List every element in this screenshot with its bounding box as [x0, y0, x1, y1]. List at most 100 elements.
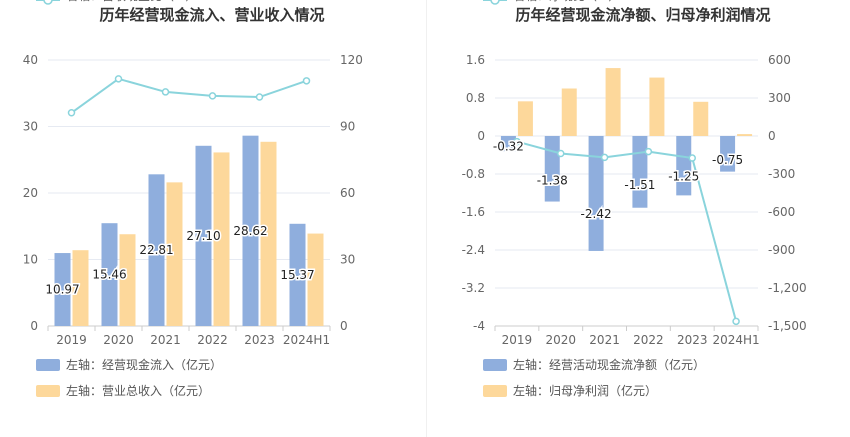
bar-secondary	[693, 101, 709, 136]
x-tick-label: 2024H1	[712, 333, 759, 347]
bar-data-label: -2.42	[581, 207, 612, 221]
legend-swatch-bar	[36, 385, 60, 397]
legend-label: 左轴：经营活动现金流净额（亿元）	[513, 357, 705, 372]
bar-data-label: 28.62	[233, 224, 267, 238]
y-right-tick-label: 60	[340, 186, 355, 200]
line-point	[114, 75, 123, 83]
bar-secondary	[517, 101, 533, 136]
bar-primary	[148, 174, 165, 326]
y-left-tick-label: 30	[23, 120, 38, 134]
bar-secondary	[213, 152, 230, 326]
chart-title: 历年经营现金流入、营业收入情况	[99, 6, 324, 24]
bar-data-label: 22.81	[139, 243, 173, 257]
bar-primary	[676, 136, 692, 196]
y-right-tick-label: 300	[768, 91, 791, 105]
legend-label: 右轴：营收现金比（%）	[66, 0, 197, 3]
y-right-tick-label: 120	[340, 53, 363, 67]
legend-swatch-bar	[483, 385, 507, 397]
line-point	[513, 137, 521, 146]
y-left-tick-label: -0.8	[462, 167, 485, 181]
line-series	[70, 77, 307, 114]
x-tick-label: 2024H1	[283, 333, 330, 347]
line-series	[516, 140, 738, 322]
y-right-tick-label: -1,500	[768, 319, 807, 333]
bar-data-label: -0.32	[493, 139, 524, 153]
x-tick-label: 2023	[677, 333, 708, 347]
bar-data-label: 27.10	[186, 229, 220, 243]
y-left-tick-label: -2.4	[462, 243, 485, 257]
bar-secondary	[119, 234, 136, 326]
y-right-tick-label: -900	[768, 243, 795, 257]
line-point	[557, 149, 565, 158]
x-tick-label: 2020	[103, 333, 134, 347]
x-tick-label: 2022	[633, 333, 664, 347]
bar-data-label: 10.97	[45, 283, 79, 297]
bar-secondary	[561, 88, 577, 136]
bar-primary	[54, 253, 71, 326]
y-right-tick-label: 90	[340, 120, 355, 134]
y-right-tick-label: 600	[768, 53, 791, 67]
line-point	[644, 147, 653, 156]
legend-swatch-point	[490, 0, 500, 5]
x-tick-label: 2021	[589, 333, 620, 347]
y-left-tick-label: 0.8	[466, 91, 485, 105]
bar-data-label: -1.51	[624, 178, 655, 192]
bar-secondary	[260, 141, 277, 326]
x-tick-label: 2022	[197, 333, 228, 347]
y-right-tick-label: -600	[768, 205, 795, 219]
legend-label: 左轴：归母净利润（亿元）	[513, 383, 657, 398]
bar-secondary	[72, 250, 89, 326]
x-tick-label: 2023	[244, 333, 275, 347]
line-point	[208, 92, 217, 100]
legend-label: 左轴：经营现金流入（亿元）	[66, 357, 222, 372]
x-tick-label: 2020	[545, 333, 576, 347]
bar-secondary	[307, 233, 324, 326]
x-tick-label: 2021	[150, 333, 181, 347]
bar-primary	[195, 145, 212, 326]
y-left-tick-label: -3.2	[462, 281, 485, 295]
panel-divider	[426, 0, 427, 437]
y-right-tick-label: 30	[340, 253, 355, 267]
chart-net-cashflow-profit: 历年经营现金流净额、归母净利润情况 -4 -3.2 -2.4 -1.6 -0.8 0 0.8 1…	[462, 0, 807, 398]
legend-label: 右轴：净现比（%）	[513, 0, 620, 3]
line-point	[255, 93, 264, 101]
line-point	[732, 317, 740, 326]
legend-swatch-bar	[483, 359, 507, 371]
bar-data-label: -1.38	[537, 174, 568, 188]
line-point	[161, 88, 170, 96]
legend-swatch-point	[43, 0, 53, 5]
bar-data-label: -0.75	[712, 153, 743, 167]
y-left-tick-label: 0	[30, 319, 38, 333]
y-right-tick-label: 0	[340, 319, 348, 333]
y-left-tick-label: 40	[23, 53, 38, 67]
y-left-tick-label: 1.6	[466, 53, 485, 67]
y-left-tick-label: -1.6	[462, 205, 485, 219]
bar-data-label: 15.46	[92, 268, 126, 282]
y-right-tick-label: -300	[768, 167, 795, 181]
y-left-tick-label: 10	[23, 253, 38, 267]
legend-swatch-bar	[36, 359, 60, 371]
line-point	[302, 77, 311, 85]
line-point	[600, 153, 609, 162]
legend-label: 左轴：营业总收入（亿元）	[66, 383, 210, 398]
y-left-tick-label: 20	[23, 186, 38, 200]
y-left-tick-label: -4	[473, 319, 485, 333]
bar-primary	[588, 136, 604, 251]
bar-data-label: 15.37	[280, 268, 314, 282]
x-tick-label: 2019	[502, 333, 533, 347]
line-point	[67, 109, 76, 117]
bar-secondary	[166, 182, 183, 326]
bar-primary	[242, 135, 259, 326]
bar-primary	[632, 136, 648, 208]
bar-primary	[544, 136, 560, 202]
bar-secondary	[605, 68, 621, 136]
y-right-tick-label: -1,200	[768, 281, 807, 295]
chart-title: 历年经营现金流净额、归母净利润情况	[515, 6, 770, 24]
line-point	[688, 154, 696, 162]
bar-secondary	[649, 77, 665, 136]
bar-primary	[289, 223, 306, 326]
y-right-tick-label: 0	[768, 129, 776, 143]
bar-data-label: -1.25	[668, 169, 699, 183]
y-left-tick-label: 0	[477, 129, 485, 143]
